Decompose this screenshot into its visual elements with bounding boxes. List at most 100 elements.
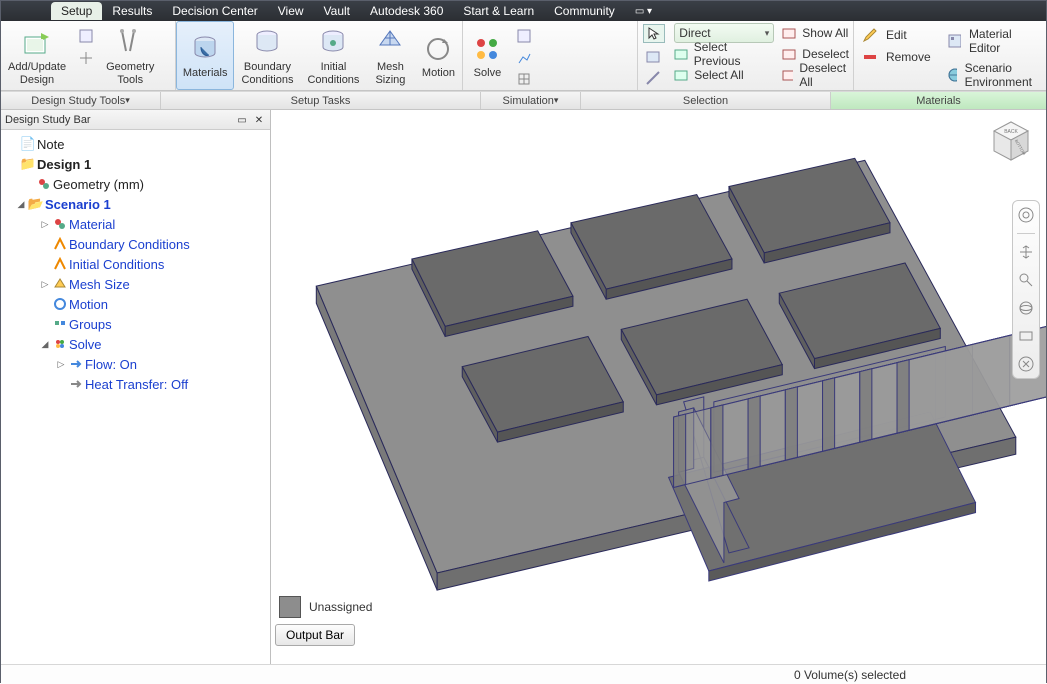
nav-wheel-icon[interactable]: [1016, 205, 1036, 225]
scenario-environment-button[interactable]: Scenario Environment: [947, 61, 1038, 89]
nav-bar: [1012, 200, 1040, 379]
edge-select-icon[interactable]: [643, 69, 663, 87]
tree-motion[interactable]: Motion: [3, 294, 268, 314]
tab-results[interactable]: Results: [102, 2, 162, 20]
nav-pan-icon[interactable]: [1016, 242, 1036, 262]
boundary-label: Boundary Conditions: [241, 61, 293, 86]
show-all-button[interactable]: Show All: [782, 23, 849, 43]
geometry-tools-icon: [114, 27, 146, 59]
add-update-label: Add/Update Design: [8, 61, 66, 86]
select-previous-button[interactable]: Select Previous: [674, 44, 774, 64]
tree-geometry[interactable]: Geometry (mm): [3, 174, 268, 194]
tree-scenario[interactable]: ◢📂Scenario 1: [3, 194, 268, 214]
nav-close-icon[interactable]: [1016, 354, 1036, 374]
materials-icon: [189, 33, 221, 65]
small-icon-2[interactable]: [76, 48, 96, 68]
sidebar-close-icon[interactable]: ✕: [252, 115, 266, 126]
nav-orbit-icon[interactable]: [1016, 298, 1036, 318]
ribbon-panel-labels: Design Study Tools Setup Tasks Simulatio…: [1, 91, 1046, 110]
heat-icon: [67, 377, 85, 391]
initial-icon: [317, 27, 349, 59]
groups-tree-icon: [51, 317, 69, 331]
tree-solve[interactable]: ◢Solve: [3, 334, 268, 354]
tab-view[interactable]: View: [268, 2, 314, 20]
boundary-tree-icon: [51, 237, 69, 251]
deselect-all-button[interactable]: Deselect All: [782, 65, 849, 85]
panel-design-tools[interactable]: Design Study Tools: [1, 92, 161, 109]
solve-tree-icon: [51, 337, 69, 351]
tree-flow[interactable]: ▷Flow: On: [3, 354, 268, 374]
edit-material-button[interactable]: Edit: [862, 27, 931, 43]
materials-label: Materials: [183, 67, 228, 80]
face-select-icon[interactable]: [643, 47, 663, 65]
panel-materials: Materials: [831, 92, 1046, 109]
output-bar-button[interactable]: Output Bar: [275, 624, 355, 646]
initial-conditions-button[interactable]: Initial Conditions: [300, 21, 366, 90]
select-all-button[interactable]: Select All: [674, 65, 774, 85]
panel-selection: Selection: [581, 92, 831, 109]
tree-groups[interactable]: Groups: [3, 314, 268, 334]
material-editor-button[interactable]: Material Editor: [947, 27, 1038, 55]
tab-community[interactable]: Community: [544, 2, 625, 20]
panel-setup-tasks: Setup Tasks: [161, 92, 481, 109]
tab-start-learn[interactable]: Start & Learn: [453, 2, 544, 20]
materials-button[interactable]: Materials: [176, 21, 235, 90]
tab-quick-access[interactable]: ▭ ▾: [625, 4, 662, 19]
viewport-3d[interactable]: BACK BOTTOM Unassigned Output Bar: [271, 110, 1046, 664]
geometry-tools-button[interactable]: Geometry Tools: [99, 21, 161, 90]
design-icon: 📁: [19, 156, 37, 172]
sim-small-3[interactable]: [514, 69, 534, 89]
menubar: Setup Results Decision Center View Vault…: [1, 1, 1046, 21]
scenario-icon: 📂: [27, 196, 45, 212]
boundary-icon: [251, 27, 283, 59]
motion-icon: [422, 33, 454, 65]
tree-initial[interactable]: Initial Conditions: [3, 254, 268, 274]
sidebar-dock-icon[interactable]: ▭: [235, 115, 249, 126]
remove-material-button[interactable]: Remove: [862, 49, 931, 65]
initial-label: Initial Conditions: [307, 61, 359, 86]
geometry-tools-label: Geometry Tools: [106, 61, 154, 86]
model-canvas: [271, 110, 1046, 668]
legend-label: Unassigned: [309, 600, 372, 614]
solve-button[interactable]: Solve: [463, 21, 511, 90]
geometry-icon: [35, 177, 53, 191]
sim-small-2[interactable]: [514, 48, 534, 68]
tab-setup[interactable]: Setup: [51, 2, 102, 20]
design-tree: 📄Note 📁Design 1 Geometry (mm) ◢📂Scenario…: [1, 130, 270, 664]
solve-icon: [471, 33, 503, 65]
add-update-icon: [21, 27, 53, 59]
viewcube[interactable]: BACK BOTTOM: [988, 118, 1034, 164]
design-study-bar: Design Study Bar ▭ ✕ 📄Note 📁Design 1 Geo…: [1, 110, 271, 664]
tree-mesh[interactable]: ▷Mesh Size: [3, 274, 268, 294]
tab-vault[interactable]: Vault: [314, 2, 360, 20]
small-icon-1[interactable]: [76, 26, 96, 46]
tab-autodesk-360[interactable]: Autodesk 360: [360, 2, 453, 20]
tree-note[interactable]: 📄Note: [3, 134, 268, 154]
initial-tree-icon: [51, 257, 69, 271]
boundary-conditions-button[interactable]: Boundary Conditions: [234, 21, 300, 90]
mesh-tree-icon: [51, 277, 69, 291]
sim-small-1[interactable]: [514, 26, 534, 46]
solve-label: Solve: [474, 67, 502, 80]
tree-design[interactable]: 📁Design 1: [3, 154, 268, 174]
nav-lookat-icon[interactable]: [1016, 326, 1036, 346]
tree-boundary[interactable]: Boundary Conditions: [3, 234, 268, 254]
mesh-label: Mesh Sizing: [375, 61, 405, 86]
mesh-sizing-button[interactable]: Mesh Sizing: [366, 21, 414, 90]
add-update-design-button[interactable]: Add/Update Design: [1, 21, 73, 90]
ribbon: Add/Update Design Geometry Tools Materia…: [1, 21, 1046, 91]
panel-simulation[interactable]: Simulation: [481, 92, 581, 109]
note-icon: 📄: [19, 136, 37, 152]
motion-label: Motion: [422, 67, 455, 80]
material-tree-icon: [51, 217, 69, 231]
tree-heat[interactable]: Heat Transfer: Off: [3, 374, 268, 394]
cursor-select-icon[interactable]: [643, 24, 665, 43]
nav-zoom-icon[interactable]: [1016, 270, 1036, 290]
svg-text:BACK: BACK: [1004, 129, 1018, 135]
motion-tree-icon: [51, 297, 69, 311]
tree-material[interactable]: ▷Material: [3, 214, 268, 234]
flow-icon: [67, 357, 85, 371]
tab-decision-center[interactable]: Decision Center: [162, 2, 267, 20]
motion-button[interactable]: Motion: [414, 21, 462, 90]
sidebar-title: Design Study Bar ▭ ✕: [1, 110, 270, 130]
